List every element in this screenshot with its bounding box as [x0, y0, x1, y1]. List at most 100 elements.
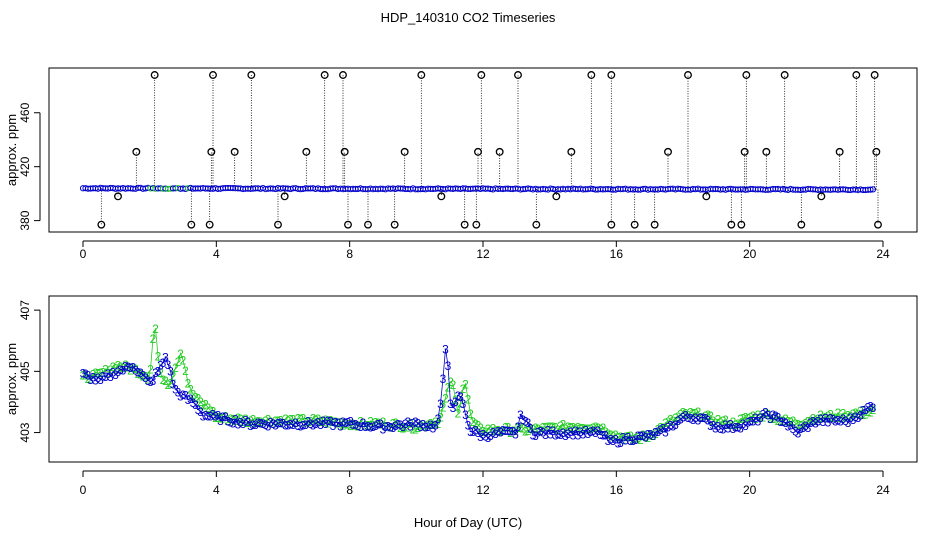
- bottom-series-3-point-label: 3: [730, 422, 737, 436]
- bottom-series-3-point-label: 3: [692, 411, 699, 425]
- bottom-series-2-point-label: 2: [440, 400, 447, 414]
- bottom-series-3-point-label: 3: [637, 429, 644, 443]
- bottom-series-2-point-label: 2: [192, 390, 199, 404]
- bottom-series-3-point-label: 3: [535, 426, 542, 440]
- bottom-series-2-point-label: 2: [857, 404, 864, 418]
- bottom-series-2-point-label: 2: [362, 418, 369, 432]
- bottom-series-2-point-label: 2: [97, 366, 104, 380]
- top-outlier-point: [437, 192, 446, 201]
- bottom-series-3-point-label: 3: [380, 423, 387, 437]
- bottom-series-3-point-label: 3: [670, 420, 677, 434]
- bottom-series-3-point-label: 3: [280, 417, 287, 431]
- bottom-series-2-point-label: 2: [302, 415, 309, 429]
- bottom-series-2-point-label: 2: [195, 391, 202, 405]
- bottom-series-2-point-label: 2: [165, 378, 172, 392]
- bottom-series-3-point-label: 3: [615, 436, 622, 450]
- bottom-series-2-point-label: 2: [240, 415, 247, 429]
- bottom-series-2-point-label: 2: [662, 416, 669, 430]
- bottom-series-2-point-label: 2: [230, 413, 237, 427]
- bottom-series-3-point-label: 3: [225, 415, 232, 429]
- bottom-series-3-point-label: 3: [562, 429, 569, 443]
- bottom-series-3-point-label: 3: [620, 430, 627, 444]
- bottom-series-2-point-label: 2: [615, 430, 622, 444]
- bottom-series-2-point-label: 2: [802, 417, 809, 431]
- bottom-series-3-point-label: 3: [575, 429, 582, 443]
- bottom-series-3-point-label: 3: [397, 418, 404, 432]
- bottom-series-3-point-label: 3: [835, 414, 842, 428]
- bottom-series-2-point-label: 2: [365, 418, 372, 432]
- top-outlier-point: [132, 147, 141, 156]
- bottom-series-2-point-label: 2: [517, 420, 524, 434]
- top-outlier-point: [874, 220, 882, 229]
- bottom-series-3-point-label: 3: [812, 416, 819, 430]
- bottom-series-3-point-label: 3: [210, 408, 217, 422]
- bottom-series-3-point-label: 3: [80, 366, 87, 380]
- bottom-series-2-point-label: 2: [532, 421, 539, 435]
- top-outlier-point: [417, 71, 426, 79]
- bottom-series-2-point-label: 2: [520, 422, 527, 436]
- bottom-series-2-point-label: 2: [255, 414, 262, 428]
- top-x-tick-label: 16: [610, 247, 624, 261]
- bottom-series-2-point-label: 2: [507, 426, 514, 440]
- bottom-series-2-point-label: 2: [405, 420, 412, 434]
- bottom-series-2-point-label: 2: [250, 412, 257, 426]
- bottom-series-3-point-label: 3: [145, 374, 152, 388]
- top-outlier-point: [872, 147, 881, 156]
- bottom-series-3-point-label: 3: [642, 431, 649, 445]
- bottom-series-2-point-label: 2: [172, 361, 179, 375]
- bottom-series-2-point-label: 2: [665, 415, 672, 429]
- bottom-series-3-point-label: 3: [845, 416, 852, 430]
- bottom-series-3-point-label: 3: [560, 426, 567, 440]
- bottom-series-3-line: [82, 348, 874, 444]
- bottom-series-2-point-label: 2: [157, 366, 164, 380]
- top-outlier-point: [870, 71, 879, 79]
- bottom-series-3-point-label: 3: [800, 421, 807, 435]
- bottom-series-2-point-label: 2: [327, 413, 334, 427]
- bottom-series-3-point-label: 3: [287, 418, 294, 432]
- bottom-series-2-point-label: 2: [215, 410, 222, 424]
- bottom-series-3-point-label: 3: [365, 419, 372, 433]
- bottom-series-3-point-label: 3: [282, 418, 289, 432]
- bottom-series-2-point-label: 2: [505, 421, 512, 435]
- bottom-series-2-point-label: 2: [715, 413, 722, 427]
- bottom-series-3-point-label: 3: [537, 425, 544, 439]
- bottom-series-2-point-label: 2: [337, 415, 344, 429]
- top-outlier-point: [400, 147, 409, 156]
- bottom-series-3-point-label: 3: [702, 412, 709, 426]
- bottom-series-2-point-label: 2: [782, 412, 789, 426]
- bottom-series-2-point-label: 2: [670, 414, 677, 428]
- bottom-series-3-point-label: 3: [307, 417, 314, 431]
- bottom-series-2-point-label: 2: [90, 367, 97, 381]
- top-outlier-point: [727, 220, 736, 229]
- bottom-series-3-point-label: 3: [830, 412, 837, 426]
- bottom-series-2-point-label: 2: [645, 431, 652, 445]
- bottom-series-2-point-label: 2: [320, 415, 327, 429]
- bottom-series-2-point-label: 2: [205, 401, 212, 415]
- bottom-series-3-point-label: 3: [342, 416, 349, 430]
- bottom-series-3-point-label: 3: [587, 425, 594, 439]
- bottom-series-2-point-label: 2: [800, 418, 807, 432]
- bottom-series-3-point-label: 3: [597, 428, 604, 442]
- bottom-series-2-point-label: 2: [635, 431, 642, 445]
- bottom-series-3-point-label: 3: [680, 410, 687, 424]
- bottom-series-2-point-label: 2: [272, 414, 279, 428]
- bottom-series-3-point-label: 3: [532, 429, 539, 443]
- bottom-series-3-point-label: 3: [502, 424, 509, 438]
- bottom-series-2-point-label: 2: [400, 421, 407, 435]
- bottom-series-3-point-label: 3: [245, 415, 252, 429]
- bottom-y-axis-label: approx. ppm: [4, 343, 19, 415]
- top-outlier-point: [630, 220, 639, 229]
- bottom-series-3-point-label: 3: [220, 410, 227, 424]
- bottom-series-2-point-label: 2: [342, 417, 349, 431]
- bottom-series-2-point-label: 2: [867, 405, 874, 419]
- bottom-series-3-point-label: 3: [857, 409, 864, 423]
- bottom-series-3-point-label: 3: [232, 413, 239, 427]
- bottom-series-3-point-label: 3: [555, 428, 562, 442]
- bottom-series-3-point-label: 3: [325, 414, 332, 428]
- bottom-series-2-point-label: 2: [585, 422, 592, 436]
- bottom-series-3-point-label: 3: [260, 417, 267, 431]
- top-outlier-point: [274, 220, 282, 229]
- bottom-series-3-point-label: 3: [815, 414, 822, 428]
- bottom-series-2-point-label: 2: [465, 392, 472, 406]
